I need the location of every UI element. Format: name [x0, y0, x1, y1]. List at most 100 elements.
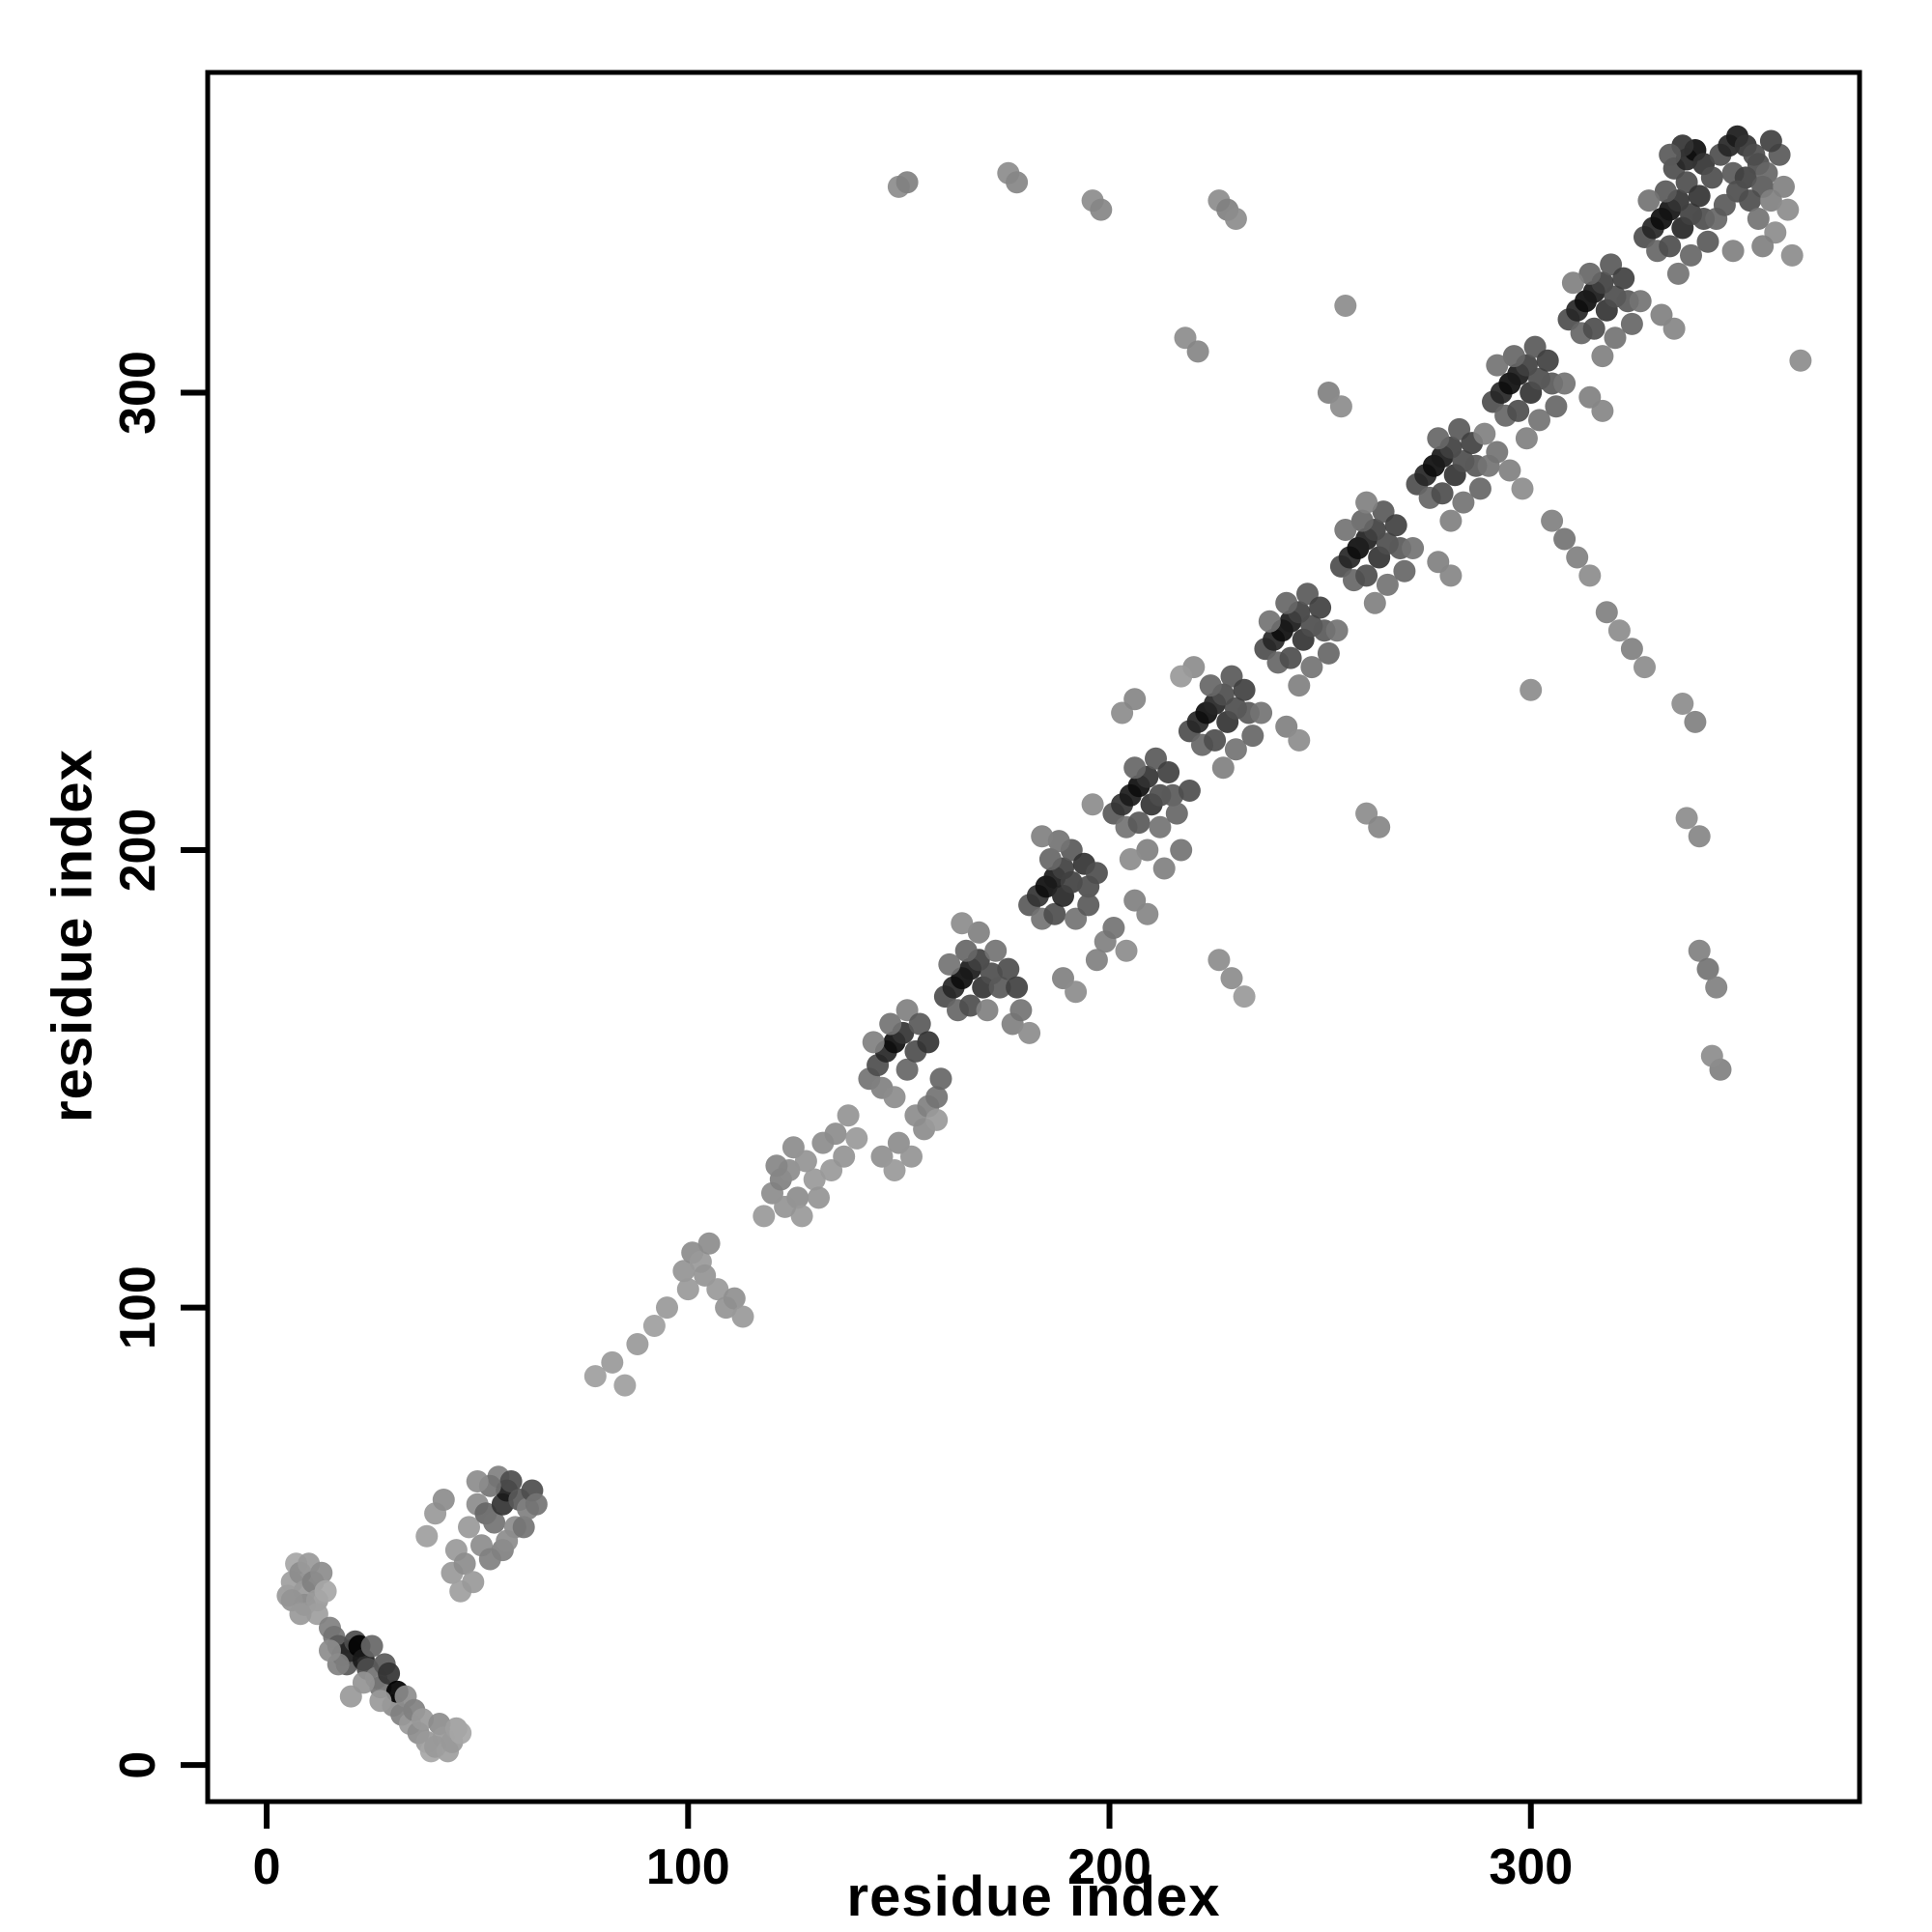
data-point — [1688, 939, 1711, 962]
data-point — [1578, 564, 1602, 587]
data-point — [929, 1067, 952, 1091]
data-point — [1363, 591, 1386, 614]
data-point — [1620, 312, 1643, 335]
data-point — [1186, 340, 1209, 363]
data-point — [706, 1278, 729, 1301]
data-point — [1439, 509, 1463, 532]
data-point — [1309, 596, 1332, 619]
data-point — [833, 1145, 856, 1168]
data-point — [731, 1305, 754, 1328]
data-point — [988, 976, 1011, 999]
y-axis-label: residue index — [41, 749, 104, 1122]
data-point — [824, 1122, 847, 1146]
data-point — [1161, 783, 1184, 807]
data-point — [862, 1031, 885, 1054]
data-point — [1288, 728, 1311, 752]
data-point — [753, 1205, 776, 1228]
data-point — [1486, 440, 1509, 464]
data-point — [1696, 230, 1719, 253]
data-point — [378, 1662, 401, 1685]
data-point — [314, 1579, 337, 1603]
data-point — [1545, 395, 1568, 418]
data-point — [1317, 641, 1340, 665]
data-point — [1536, 349, 1559, 372]
data-point — [1528, 409, 1550, 432]
data-point — [1721, 240, 1745, 263]
data-point — [1511, 477, 1534, 500]
data-point — [908, 1012, 931, 1036]
data-point — [289, 1603, 312, 1626]
data-point — [1688, 185, 1711, 208]
data-point — [1250, 701, 1273, 724]
data-point — [1473, 422, 1496, 445]
data-point — [1773, 175, 1795, 198]
data-point — [1604, 327, 1627, 350]
data-point — [837, 1104, 860, 1127]
data-point — [601, 1350, 624, 1374]
data-point — [1680, 243, 1702, 267]
data-point — [1468, 477, 1492, 500]
data-point — [466, 1470, 489, 1492]
data-point — [1233, 678, 1256, 701]
data-point — [1325, 619, 1349, 642]
data-point — [1684, 710, 1707, 733]
data-point — [369, 1690, 392, 1713]
data-point — [1031, 825, 1054, 848]
x-tick-label: 300 — [1489, 1839, 1573, 1895]
data-point — [626, 1333, 649, 1355]
data-point — [1452, 491, 1475, 514]
data-point — [1233, 985, 1256, 1009]
data-point — [900, 1145, 923, 1168]
data-point — [1520, 678, 1543, 701]
data-point — [1498, 459, 1521, 482]
data-point — [803, 1168, 826, 1191]
data-point — [1659, 235, 1682, 258]
data-point — [676, 1278, 699, 1301]
data-point — [1666, 262, 1690, 285]
data-point — [1170, 838, 1193, 862]
data-point — [1675, 807, 1698, 830]
data-point — [1115, 939, 1138, 962]
data-point — [723, 1287, 746, 1310]
data-point — [1634, 656, 1656, 679]
data-point — [1789, 349, 1812, 372]
data-point — [1211, 756, 1235, 780]
x-tick-label: 0 — [253, 1839, 281, 1895]
data-point — [1199, 674, 1222, 697]
data-point — [1566, 546, 1589, 569]
y-tick-label: 300 — [110, 351, 166, 435]
data-point — [1102, 917, 1125, 939]
data-point — [1136, 902, 1159, 925]
data-point — [1355, 491, 1378, 514]
data-point — [1620, 638, 1643, 661]
data-point — [1334, 295, 1357, 317]
data-point — [917, 1031, 940, 1054]
data-point — [525, 1492, 548, 1516]
data-point — [954, 939, 978, 962]
data-point — [1355, 564, 1378, 587]
data-point — [1224, 208, 1247, 230]
data-point — [1700, 166, 1723, 189]
data-point — [1136, 838, 1159, 862]
data-point — [883, 1086, 906, 1109]
data-point — [808, 1186, 830, 1209]
data-point — [1578, 262, 1602, 285]
data-point — [997, 957, 1020, 980]
data-point — [1081, 793, 1104, 816]
data-point — [1350, 509, 1374, 532]
data-point — [1009, 999, 1033, 1022]
data-point — [1043, 902, 1066, 925]
data-point — [794, 1150, 817, 1173]
data-point — [1696, 957, 1719, 980]
data-point — [1780, 243, 1804, 267]
data-point — [883, 1159, 906, 1181]
data-point — [984, 939, 1008, 962]
data-point — [1755, 161, 1778, 185]
data-point — [1502, 345, 1525, 368]
x-tick-label: 100 — [646, 1839, 730, 1895]
data-point — [938, 952, 961, 976]
data-point — [1376, 573, 1399, 596]
data-point — [672, 1260, 696, 1283]
data-point — [951, 912, 974, 935]
